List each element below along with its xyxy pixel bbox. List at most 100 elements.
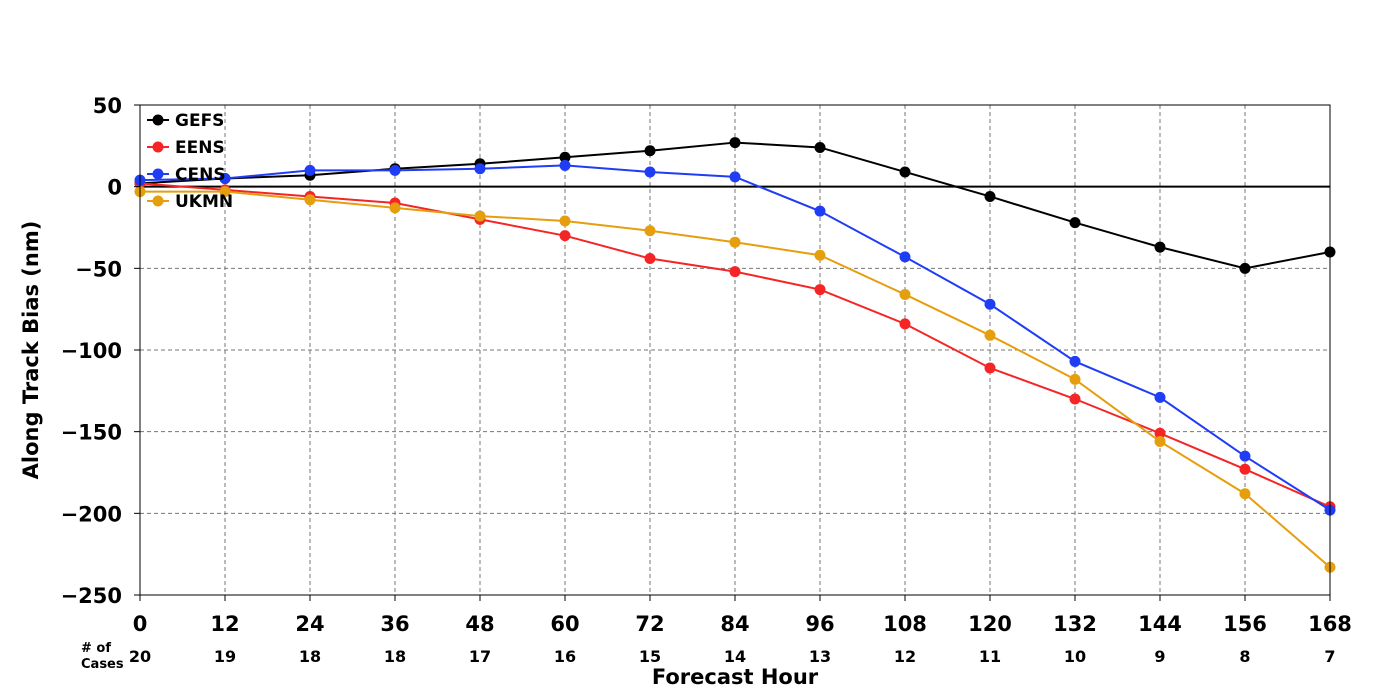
case-count-132: 10 xyxy=(1064,647,1086,666)
y-tick-label--100: −100 xyxy=(61,339,122,363)
x-tick-label-132: 132 xyxy=(1053,612,1097,636)
data-point-gefs-84 xyxy=(729,137,741,149)
data-point-cens-108 xyxy=(899,251,911,263)
data-point-gefs-156 xyxy=(1239,262,1251,274)
case-count-84: 14 xyxy=(724,647,746,666)
y-tick-label--250: −250 xyxy=(61,584,122,608)
x-tick-label-48: 48 xyxy=(465,612,494,636)
x-tick-label-144: 144 xyxy=(1138,612,1182,636)
legend-label-eens: EENS xyxy=(175,138,225,158)
data-point-gefs-144 xyxy=(1154,241,1166,253)
data-point-gefs-60 xyxy=(559,151,571,163)
data-point-ukmn-48 xyxy=(474,210,486,222)
y-tick-label--200: −200 xyxy=(61,502,122,526)
y-tick-label-50: 50 xyxy=(93,94,122,118)
case-count-156: 8 xyxy=(1239,647,1250,666)
data-point-cens-156 xyxy=(1239,450,1251,462)
case-count-36: 18 xyxy=(384,647,406,666)
legend-marker-eens xyxy=(152,141,164,153)
y-axis-title: Along Track Bias (nm) xyxy=(19,221,43,480)
case-count-168: 7 xyxy=(1324,647,1335,666)
data-point-eens-144 xyxy=(1154,427,1166,439)
data-point-ukmn-96 xyxy=(814,249,826,261)
data-point-gefs-132 xyxy=(1069,217,1081,229)
x-tick-label-72: 72 xyxy=(635,612,664,636)
data-point-ukmn-36 xyxy=(389,202,401,214)
data-point-cens-144 xyxy=(1154,391,1166,403)
x-tick-label-96: 96 xyxy=(805,612,834,636)
data-point-gefs-96 xyxy=(814,141,826,153)
legend-marker-ukmn xyxy=(152,195,164,207)
data-point-cens-60 xyxy=(559,159,571,171)
series-lines xyxy=(134,137,1336,573)
data-point-ukmn-60 xyxy=(559,215,571,227)
data-point-eens-156 xyxy=(1239,463,1251,475)
data-point-eens-132 xyxy=(1069,393,1081,405)
x-tick-label-120: 120 xyxy=(968,612,1012,636)
case-count-12: 19 xyxy=(214,647,236,666)
data-point-ukmn-120 xyxy=(984,329,996,341)
x-tick-label-108: 108 xyxy=(883,612,927,636)
x-axis-title: Forecast Hour xyxy=(652,665,819,689)
data-point-ukmn-132 xyxy=(1069,373,1081,385)
data-point-cens-24 xyxy=(304,164,316,176)
data-point-eens-96 xyxy=(814,284,826,296)
legend-label-ukmn: UKMN xyxy=(175,192,233,212)
data-point-eens-84 xyxy=(729,266,741,278)
data-point-cens-84 xyxy=(729,171,741,183)
legend: GEFS EENS CENS UKMN xyxy=(147,111,233,212)
data-point-ukmn-156 xyxy=(1239,488,1251,500)
x-tick-label-60: 60 xyxy=(550,612,579,636)
data-point-ukmn-12 xyxy=(219,186,231,198)
data-point-ukmn-108 xyxy=(899,288,911,300)
data-point-ukmn-24 xyxy=(304,194,316,206)
y-tick-label--150: −150 xyxy=(61,421,122,445)
x-tick-label-84: 84 xyxy=(720,612,749,636)
data-point-gefs-108 xyxy=(899,166,911,178)
case-count-60: 16 xyxy=(554,647,576,666)
case-count-144: 9 xyxy=(1154,647,1165,666)
data-point-cens-72 xyxy=(644,166,656,178)
case-count-72: 15 xyxy=(639,647,661,666)
data-point-eens-72 xyxy=(644,253,656,265)
y-tick-label-0: 0 xyxy=(107,176,122,200)
data-point-cens-36 xyxy=(389,164,401,176)
data-point-eens-108 xyxy=(899,318,911,330)
data-point-ukmn-72 xyxy=(644,225,656,237)
data-point-gefs-72 xyxy=(644,145,656,157)
legend-entry-ukmn: UKMN xyxy=(147,192,233,212)
cases-title-line-1: # of xyxy=(81,641,111,656)
x-tick-label-156: 156 xyxy=(1223,612,1267,636)
legend-entry-eens: EENS xyxy=(147,138,225,158)
case-count-48: 17 xyxy=(469,647,491,666)
data-point-ukmn-84 xyxy=(729,236,741,248)
case-count-96: 13 xyxy=(809,647,831,666)
data-point-eens-60 xyxy=(559,230,571,242)
data-point-cens-12 xyxy=(219,173,231,184)
series-ukmn xyxy=(134,186,1336,573)
case-count-108: 12 xyxy=(894,647,916,666)
case-count-24: 18 xyxy=(299,647,321,666)
case-count-0: 20 xyxy=(129,647,151,666)
data-point-cens-120 xyxy=(984,298,996,310)
data-point-eens-120 xyxy=(984,362,996,374)
legend-label-cens: CENS xyxy=(175,165,226,185)
legend-marker-cens xyxy=(152,168,164,180)
x-tick-label-168: 168 xyxy=(1308,612,1352,636)
data-point-ukmn-144 xyxy=(1154,435,1166,447)
x-tick-label-24: 24 xyxy=(295,612,324,636)
data-point-cens-48 xyxy=(474,163,486,175)
data-point-cens-96 xyxy=(814,205,826,217)
cases-title-line-2: Cases xyxy=(81,657,124,672)
axis-ticks xyxy=(134,104,1331,601)
legend-marker-gefs xyxy=(152,114,164,126)
legend-entry-gefs: GEFS xyxy=(147,111,224,131)
legend-label-gefs: GEFS xyxy=(175,111,224,131)
grid-lines xyxy=(140,105,1330,595)
data-point-gefs-120 xyxy=(984,190,996,202)
y-tick-label--50: −50 xyxy=(75,257,122,281)
case-count-120: 11 xyxy=(979,647,1001,666)
x-tick-label-0: 0 xyxy=(133,612,148,636)
x-tick-label-12: 12 xyxy=(210,612,239,636)
